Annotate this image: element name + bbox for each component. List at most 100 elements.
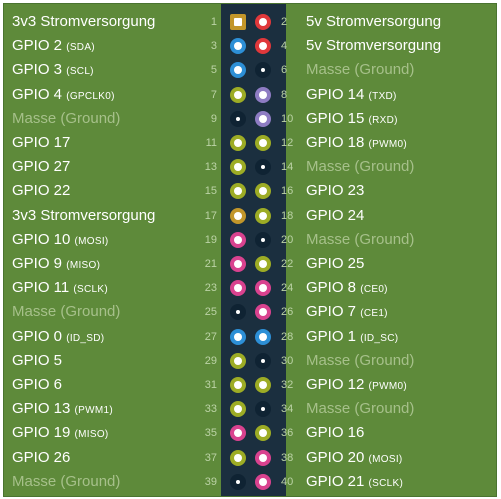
pin-14-icon[interactable] <box>255 159 271 176</box>
pin-30-icon[interactable] <box>255 352 271 369</box>
pin-label-40: GPIO 21 (SCLK) <box>306 473 403 493</box>
pin-number-27: 27 <box>204 330 217 343</box>
pin-22-icon[interactable] <box>255 256 271 272</box>
pin-name: Masse (Ground) <box>306 351 415 369</box>
pin-36-icon[interactable] <box>255 425 271 442</box>
pin-name: GPIO 7 <box>306 303 357 321</box>
pin-number-23: 23 <box>204 282 217 295</box>
pin-name: 5v Stromversorgung <box>306 37 442 55</box>
pin-label-6: Masse (Ground) <box>306 61 414 79</box>
pin-40-icon[interactable] <box>255 473 271 490</box>
pin-dot <box>234 211 242 220</box>
pin-label-9: Masse (Ground) <box>12 110 120 128</box>
pin-function-tag: (SCL) <box>66 66 94 78</box>
pin-label-8: GPIO 14 (TXD) <box>306 86 397 106</box>
pin-row: GPIO 19 (MISO) 35 GPIO 16 36 <box>4 421 496 445</box>
pin-number-19: 19 <box>204 233 217 246</box>
pin-27-icon[interactable] <box>230 328 246 345</box>
pin-label-21: GPIO 9 (MISO) <box>12 255 100 275</box>
pin-row: GPIO 9 (MISO) 21 GPIO 25 22 <box>4 252 496 276</box>
pin-row: GPIO 26 37 GPIO 20 (MOSI) 38 <box>4 446 496 470</box>
pin-23-icon[interactable] <box>230 280 246 297</box>
pin-name: GPIO 12 <box>306 376 365 393</box>
pin-10-icon[interactable] <box>255 110 271 127</box>
pin-number-14: 14 <box>281 161 294 174</box>
pin-26-icon[interactable] <box>255 304 271 321</box>
pin-label-3: GPIO 2 (SDA) <box>12 37 95 57</box>
pin-name: GPIO 13 <box>12 400 71 418</box>
pin-8-icon[interactable] <box>255 86 271 103</box>
pin-20-icon[interactable] <box>255 231 271 248</box>
pin-dot <box>261 165 265 170</box>
pin-34-icon[interactable] <box>255 401 271 418</box>
pin-dot <box>259 429 267 438</box>
pin-15-icon[interactable] <box>230 183 246 200</box>
pin-dot <box>234 18 242 26</box>
pin-25-icon[interactable] <box>230 304 246 321</box>
pin-number-29: 29 <box>204 354 217 367</box>
pin-number-22: 22 <box>281 258 294 270</box>
pinout-board: 3v3 Stromversorgung 1 5v Stromversorgung 2 G… <box>3 3 497 497</box>
pin-29-icon[interactable] <box>230 352 246 369</box>
pin-dot <box>234 163 242 172</box>
pin-39-icon[interactable] <box>230 473 246 490</box>
pin-name: 3v3 Stromversorgung <box>12 13 156 30</box>
pin-function-tag: (MOSI) <box>74 235 109 247</box>
pin-4-icon[interactable] <box>255 38 271 55</box>
pin-dot <box>234 66 242 75</box>
pin-row: GPIO 0 (ID_SD) 27 GPIO 1 (ID_SC) 28 <box>4 325 496 349</box>
pin-name: GPIO 20 <box>306 448 365 466</box>
pin-18-icon[interactable] <box>255 207 271 224</box>
pin-dot <box>259 114 267 123</box>
pin-11-icon[interactable] <box>230 135 246 151</box>
pin-name: GPIO 4 <box>12 85 63 103</box>
pin-label-30: Masse (Ground) <box>306 352 414 370</box>
pin-number-33: 33 <box>204 403 217 416</box>
pin-dot <box>236 479 240 484</box>
pin-function-tag: (SCLK) <box>73 284 109 296</box>
pin-38-icon[interactable] <box>255 449 271 466</box>
pin-name: GPIO 22 <box>12 182 71 200</box>
pin-12-icon[interactable] <box>255 135 271 151</box>
pin-dot <box>259 477 267 486</box>
pin-28-icon[interactable] <box>255 328 271 345</box>
pin-label-23: GPIO 11 (SCLK) <box>12 279 108 299</box>
pin-dot <box>234 284 242 293</box>
pin-7-icon[interactable] <box>230 86 246 103</box>
pin-label-24: GPIO 8 (CE0) <box>306 279 388 299</box>
pin-16-icon[interactable] <box>255 183 271 200</box>
pin-33-icon[interactable] <box>230 401 246 418</box>
pin-label-7: GPIO 4 (GPCLK0) <box>12 86 115 106</box>
pin-17-icon[interactable] <box>230 207 246 224</box>
pin-label-37: GPIO 26 <box>12 449 70 467</box>
pin-name: Masse (Ground) <box>306 230 415 248</box>
pin-19-icon[interactable] <box>230 231 246 248</box>
pin-name: GPIO 25 <box>306 255 365 272</box>
pin-row: GPIO 6 31 GPIO 12 (PWM0) 32 <box>4 373 496 397</box>
pin-9-icon[interactable] <box>230 110 246 127</box>
pin-name: GPIO 27 <box>12 158 71 176</box>
pin-dot <box>259 187 267 196</box>
pin-24-icon[interactable] <box>255 280 271 297</box>
pin-label-4: 5v Stromversorgung <box>306 37 441 55</box>
pin-name: GPIO 14 <box>306 85 365 103</box>
pin-21-icon[interactable] <box>230 256 246 272</box>
pin-dot <box>259 42 267 51</box>
pin-31-icon[interactable] <box>230 377 246 393</box>
pin-3-icon[interactable] <box>230 38 246 55</box>
pin-dot <box>234 42 242 51</box>
pin-13-icon[interactable] <box>230 159 246 176</box>
pin-5-icon[interactable] <box>230 62 246 79</box>
pin-32-icon[interactable] <box>255 377 271 393</box>
pin-row: GPIO 4 (GPCLK0) 7 GPIO 14 (TXD) 8 <box>4 83 496 107</box>
pin-dot <box>261 407 265 412</box>
pin-6-icon[interactable] <box>255 62 271 79</box>
pin-number-34: 34 <box>281 403 294 416</box>
pin-row: GPIO 27 13 Masse (Ground) 14 <box>4 155 496 179</box>
pin-name: GPIO 8 <box>306 279 357 297</box>
pin-number-39: 39 <box>204 475 217 488</box>
pin-37-icon[interactable] <box>230 449 246 466</box>
pin-35-icon[interactable] <box>230 425 246 442</box>
pin-1-icon[interactable] <box>230 14 246 30</box>
pin-2-icon[interactable] <box>255 14 271 30</box>
